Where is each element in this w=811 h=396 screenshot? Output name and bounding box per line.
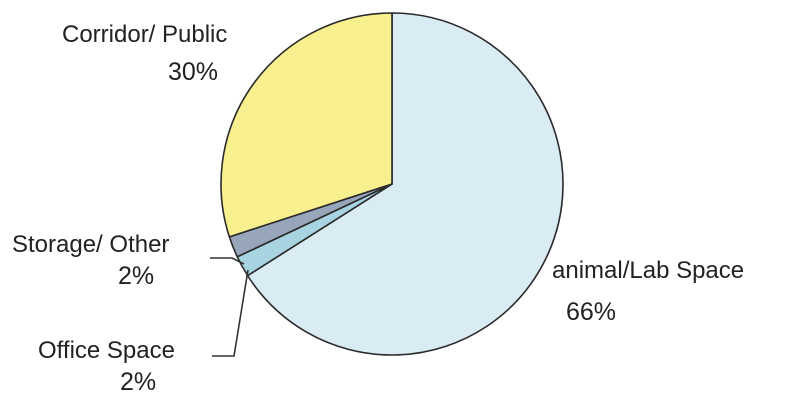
slice-label-corridor-public: Corridor/ Public: [62, 21, 227, 48]
pie-slice-corridor-public: [220, 12, 393, 238]
pie-slice-animal-lab-space: [246, 12, 564, 356]
leader-line-office-space: [212, 269, 249, 357]
leader-line-storage-other: [210, 257, 245, 265]
slice-value-storage-other: 2%: [118, 262, 154, 290]
slice-value-animal-lab-space: 66%: [566, 298, 616, 326]
slice-label-storage-other: Storage/ Other: [12, 231, 169, 258]
slice-label-office-space: Office Space: [38, 337, 175, 364]
pie-slices: [220, 12, 564, 356]
slice-label-animal-lab-space: animal/Lab Space: [552, 257, 744, 284]
slice-value-office-space: 2%: [120, 368, 156, 396]
slice-value-corridor-public: 30%: [168, 58, 218, 86]
